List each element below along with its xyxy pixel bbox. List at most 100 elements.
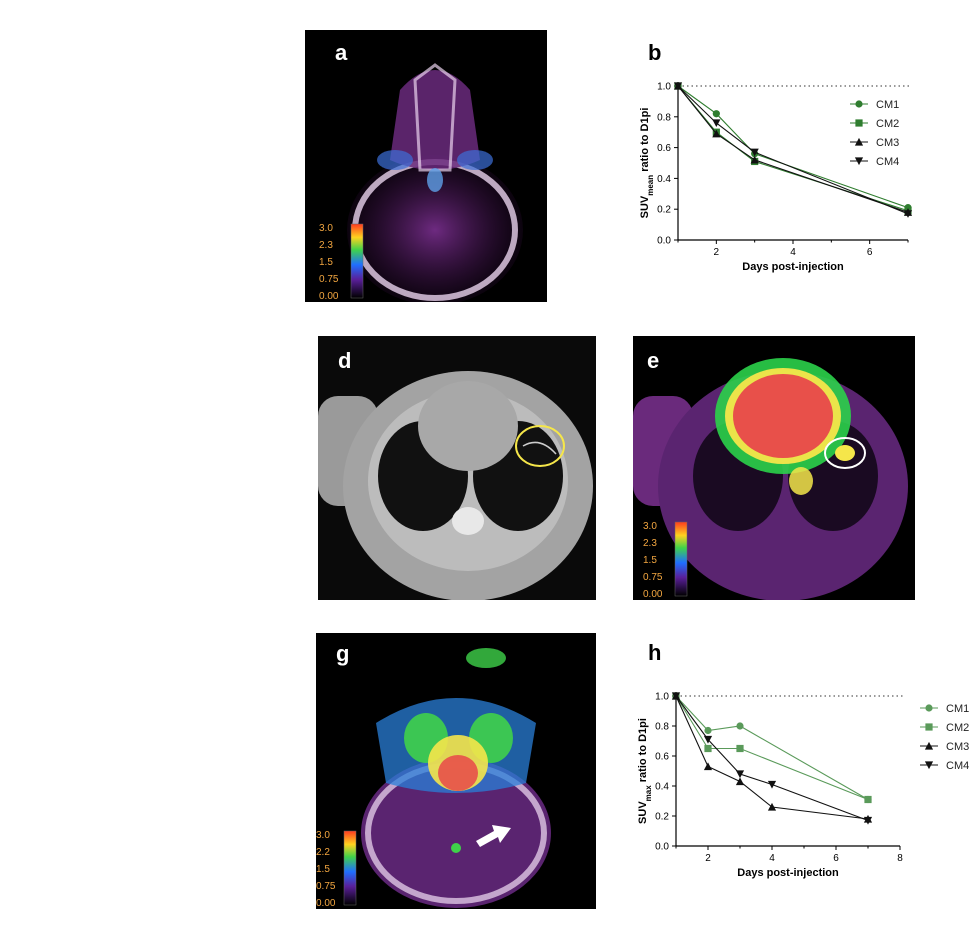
panel-label-d: d: [338, 348, 352, 373]
focal-uptake: [451, 843, 461, 853]
heart: [418, 381, 518, 471]
data-point-CM4: [863, 816, 873, 825]
y-tick-label: 0.6: [655, 752, 669, 763]
y-tick-label: 1.0: [655, 692, 669, 703]
y-tick-label: 0.4: [657, 174, 671, 185]
data-point-CM2: [736, 744, 744, 753]
hotspot-g: [438, 755, 478, 791]
colorbar-e: 3.0 2.3 1.5 0.75 0.00: [643, 521, 688, 598]
x-axis-label: Days post-injection: [737, 867, 839, 879]
series-line-CM2: [675, 695, 869, 801]
y-tick-label: 0.8: [655, 722, 669, 733]
data-point-CM3: [703, 762, 713, 771]
data-point-CM3: [767, 802, 777, 811]
legend-label-CM3: CM3: [876, 137, 899, 149]
series-line-CM1: [677, 85, 909, 209]
colorbar-g-label-2: 1.5: [316, 864, 330, 875]
data-point-CM3: [712, 129, 721, 138]
y-tick-label: 0.4: [655, 782, 669, 793]
y-axis-label: SUVmax ratio to D1pi: [637, 718, 653, 824]
panel-label-a: a: [335, 40, 348, 65]
legend-marker-CM4: [924, 761, 934, 770]
series-line-CM1: [675, 695, 869, 800]
colorbar-e-label-3: 0.75: [643, 572, 663, 583]
x-axis-label: Days post-injection: [742, 261, 844, 273]
data-point-CM1: [704, 726, 712, 735]
x-tick-label: 6: [867, 247, 873, 258]
colorbar-a-label-3: 0.75: [319, 274, 339, 285]
legend-marker-CM2: [855, 119, 863, 127]
x-tick-label: 2: [714, 247, 720, 258]
legend-label-CM2: CM2: [876, 118, 899, 130]
colorbar-e-label-0: 3.0: [643, 521, 657, 532]
legend-label-CM1: CM1: [876, 99, 899, 111]
series-line-CM3: [675, 695, 869, 820]
snout-region: [390, 70, 480, 170]
brain-region: [347, 155, 523, 302]
data-point-CM2: [864, 795, 872, 804]
y-tick-label: 0.0: [655, 842, 669, 853]
y-axis-label: SUVmean ratio to D1pi: [639, 108, 655, 219]
spine: [452, 507, 484, 535]
colorbar-a-label-2: 1.5: [319, 257, 333, 268]
data-point-CM3: [735, 777, 745, 786]
data-point-CM2: [704, 744, 712, 753]
series-line-CM2: [677, 85, 909, 212]
colorbar-a-label-0: 3.0: [319, 223, 333, 234]
x-tick-label: 2: [705, 853, 711, 864]
legend-marker-CM1: [855, 100, 863, 108]
series-line-CM4: [677, 85, 909, 215]
lesion-circle-white: [824, 437, 866, 469]
colorbar-g-label-4: 0.00: [316, 898, 336, 907]
data-point-CM4: [712, 119, 721, 128]
colorbar-a-label-1: 2.3: [319, 240, 333, 251]
panel-a-scan: [305, 30, 547, 302]
legend-marker-CM4: [854, 157, 864, 166]
data-point-CM4: [671, 692, 681, 701]
chart-h: 0.0 0.2 0.4 0.6 0.8 1.0 2 4 6 8 Days post-injectio…: [637, 692, 969, 880]
panel-e-image: e 3.0 2.3 1.5 0.75 0.00: [633, 336, 915, 600]
panel-d-image: d: [318, 336, 596, 600]
colorbar-g-label-0: 3.0: [316, 830, 330, 841]
series-line-CM3: [677, 85, 909, 213]
legend-marker-CM2: [925, 723, 933, 731]
colorbar-a-label-4: 0.00: [319, 291, 339, 300]
panel-d-scan: [318, 336, 596, 600]
colorbar-a: 3.0 2.3 1.5 0.75 0.00: [319, 223, 364, 300]
lesion-uptake: [835, 445, 855, 461]
data-point-CM3: [750, 155, 759, 164]
y-tick-label: 0.8: [657, 112, 671, 123]
panel-label-g: g: [336, 641, 350, 666]
chart-b: 0.0 0.2 0.4 0.6 0.8 1.0 2 4 6 Days post-injection…: [639, 82, 913, 273]
data-point-CM4: [735, 770, 745, 779]
panel-label-e: e: [647, 348, 660, 373]
panel-label-h: h: [648, 640, 662, 665]
legend-marker-CM1: [925, 704, 933, 712]
y-tick-label: 1.0: [657, 82, 671, 93]
x-tick-label: 4: [790, 247, 796, 258]
data-point-CM4: [903, 210, 913, 218]
legend-label-CM2: CM2: [946, 722, 969, 734]
legend-label-CM4: CM4: [946, 760, 969, 772]
y-tick-label: 0.2: [655, 812, 669, 823]
panel-g-image: g 3.0 2.2 1.5 0.75 0.00: [316, 633, 596, 909]
data-point-CM4: [767, 780, 777, 789]
arrow-icon: [476, 825, 511, 847]
data-point-CM4: [750, 148, 759, 157]
panel-g-scan: [316, 633, 596, 909]
heart-uptake-core: [733, 374, 833, 458]
y-tick-label: 0.6: [657, 143, 671, 154]
colorbar-e-label-1: 2.3: [643, 538, 657, 549]
panel-label-b: b: [648, 40, 662, 65]
data-point-CM4: [703, 735, 713, 744]
lesion-circle-yellow: [515, 425, 565, 467]
legend-marker-CM3: [924, 741, 934, 750]
colorbar-e-label-2: 1.5: [643, 555, 657, 566]
data-point-CM4: [673, 82, 683, 91]
panel-e-scan: [633, 336, 915, 600]
x-tick-label: 6: [833, 853, 839, 864]
x-tick-label: 8: [897, 853, 903, 864]
legend-label-CM4: CM4: [876, 156, 899, 168]
legend-marker-CM3: [854, 137, 864, 146]
brain-region-g: [361, 758, 551, 908]
